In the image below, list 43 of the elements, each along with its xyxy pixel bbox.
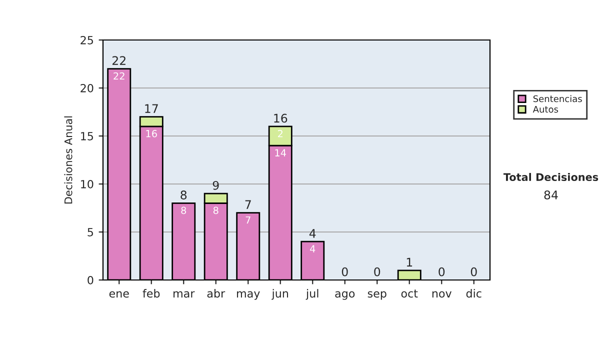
y-tick-label: 0 <box>88 276 94 284</box>
data-label: 22 <box>114 72 124 80</box>
total-label: 1 <box>406 258 412 267</box>
data-label: 4 <box>310 245 316 252</box>
data-label: 14 <box>275 149 286 156</box>
total-label: 9 <box>212 180 219 190</box>
y-axis-title: Decisiones Anual <box>64 116 72 204</box>
y-tick-label: 20 <box>80 84 94 92</box>
x-tick-label: dic <box>466 289 482 298</box>
data-label: 7 <box>246 216 250 224</box>
total-label: 0 <box>342 267 348 276</box>
x-tick-label: feb <box>142 289 160 298</box>
x-tick-label: mar <box>174 291 195 298</box>
x-tick-label: oct <box>401 290 418 298</box>
text: Total Decisiones <box>503 172 598 182</box>
text: 84 <box>544 190 558 200</box>
data-label: 2 <box>278 130 282 138</box>
legend-label: Autos <box>532 106 558 113</box>
data-label: 8 <box>213 206 218 214</box>
x-tick-label: ene <box>109 291 129 298</box>
x-tick-label: ago <box>335 291 355 300</box>
x-tick-label: jun <box>272 289 288 300</box>
legend-label: Sentencias <box>533 95 582 102</box>
total-label: 8 <box>180 190 187 200</box>
total-label: 0 <box>438 267 445 276</box>
x-tick-label: nov <box>432 291 452 298</box>
total-label: 22 <box>112 56 126 65</box>
data-label: 16 <box>146 130 157 138</box>
x-tick-label: jul <box>306 289 318 300</box>
total-label: 17 <box>145 104 158 113</box>
total-label: 0 <box>470 267 477 276</box>
x-tick-label: abr <box>207 289 226 298</box>
y-tick-label: 5 <box>88 228 93 236</box>
data-label: 8 <box>181 206 186 214</box>
total-label: 0 <box>374 267 380 276</box>
total-label: 7 <box>245 200 251 209</box>
y-tick-label: 10 <box>81 180 94 188</box>
total-label: 16 <box>274 114 288 123</box>
x-tick-label: sep <box>368 291 386 300</box>
y-tick-label: 15 <box>81 132 93 140</box>
total-label: 4 <box>309 229 316 238</box>
x-tick-label: may <box>237 291 260 300</box>
y-tick-label: 25 <box>80 36 93 44</box>
